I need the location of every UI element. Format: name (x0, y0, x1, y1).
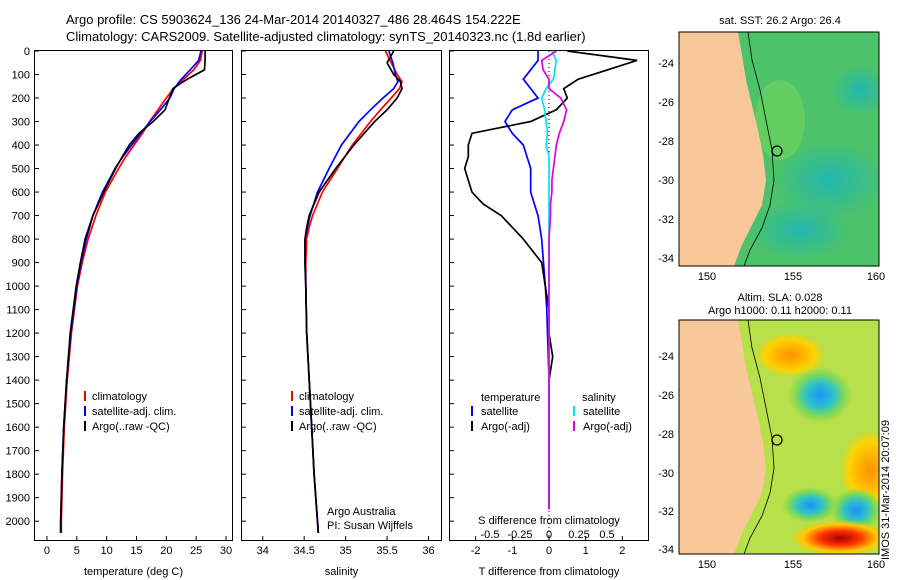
temperature-x-tick-label: 10 (101, 545, 113, 557)
depth-tick-label: 1600 (6, 422, 30, 434)
map-x-tick-label: 160 (867, 271, 885, 283)
depth-tick-label: 800 (12, 234, 30, 246)
depth-tick-label: 900 (12, 258, 30, 270)
difference-top-tick-label: 0.5 (599, 529, 614, 541)
figure-title-line1: Argo profile: CS 5903624_136 24-Mar-2014… (66, 12, 521, 27)
difference-top-axis-title: S difference from climatology (478, 515, 620, 527)
temperature-x-tick-label: 15 (130, 545, 142, 557)
difference-top-tick-label: -0.5 (481, 529, 500, 541)
map-y-tick-label: -28 (658, 429, 674, 441)
difference-x-tick-label: 2 (619, 545, 625, 557)
temperature-x-axis-title: temperature (deg C) (84, 566, 183, 578)
depth-tick-label: 1000 (6, 281, 30, 293)
sla-map (679, 320, 879, 554)
depth-tick-label: 300 (12, 117, 30, 129)
salinity-x-tick-label: 35.5 (376, 545, 397, 557)
map-y-tick-label: -30 (658, 468, 674, 480)
map-x-tick-label: 155 (784, 559, 802, 571)
salinity-annotation: PI: Susan Wijffels (327, 520, 413, 532)
land-australia-sla (679, 320, 766, 554)
difference-top-tick-label: -0.25 (507, 529, 532, 541)
depth-tick-label: 1900 (6, 493, 30, 505)
salinity-legend-label: climatology (299, 391, 355, 403)
difference-x-tick-label: -1 (507, 545, 517, 557)
imos-credit: IMOS 31-Mar-2014 20:07:09 (880, 419, 892, 560)
salinity-x-tick-label: 34 (257, 545, 269, 557)
salinity-legend-label: satellite-adj. clim. (299, 406, 383, 418)
sla-map-title-line1: Altim. SLA: 0.028 (737, 292, 823, 304)
map-x-tick-label: 150 (698, 559, 716, 571)
salinity-legend-label: Argo(..raw -QC) (299, 421, 377, 433)
land-australia-sst (679, 32, 766, 266)
map-x-tick-label: 150 (698, 271, 716, 283)
difference-top-tick-label: 0.25 (568, 529, 589, 541)
depth-tick-label: 1400 (6, 375, 30, 387)
depth-tick-label: 1100 (6, 305, 30, 317)
salinity-x-axis-title: salinity (325, 566, 359, 578)
map-y-tick-label: -26 (658, 390, 674, 402)
salinity-annotation: Argo Australia (327, 506, 396, 518)
sla-map-title-line2: Argo h1000: 0.11 h2000: 0.11 (708, 305, 852, 317)
salinity-series-line (304, 50, 403, 533)
difference-legend-header-temperature: temperature (481, 392, 540, 404)
depth-tick-label: 100 (12, 70, 30, 82)
depth-tick-label: 1700 (6, 446, 30, 458)
depth-tick-label: 500 (12, 164, 30, 176)
difference-legend-header-salinity: salinity (582, 392, 616, 404)
temperature-x-tick-label: 25 (190, 545, 202, 557)
temperature-panel (34, 50, 233, 541)
argo-float-marker-sst (771, 145, 783, 157)
salinity-x-tick-label: 34.5 (293, 545, 314, 557)
map-y-tick-label: -34 (658, 253, 674, 265)
sst-map-title: sat. SST: 26.2 Argo: 26.4 (719, 15, 841, 27)
difference-x-axis-title: T difference from climatology (479, 566, 620, 578)
map-y-tick-label: -32 (658, 506, 674, 518)
depth-tick-label: 0 (24, 46, 30, 58)
salinity-x-tick-label: 35 (340, 545, 352, 557)
difference-legend-label: Argo(-adj) (583, 421, 632, 433)
temperature-x-tick-label: 20 (160, 545, 172, 557)
map-y-tick-label: -32 (658, 214, 674, 226)
difference-legend-label: Argo(-adj) (481, 421, 530, 433)
difference-legend-label: satellite (481, 406, 518, 418)
map-y-tick-label: -28 (658, 136, 674, 148)
difference-series-line (540, 50, 568, 510)
depth-tick-label: 200 (12, 93, 30, 105)
depth-tick-label: 1300 (6, 352, 30, 364)
difference-x-tick-label: 0 (546, 545, 552, 557)
depth-tick-label: 1500 (6, 399, 30, 411)
temperature-x-tick-label: 5 (74, 545, 80, 557)
depth-tick-label: 1800 (6, 469, 30, 481)
temperature-series-line (59, 51, 206, 533)
salinity-panel (241, 50, 442, 541)
difference-x-tick-label: 1 (583, 545, 589, 557)
map-y-tick-label: -34 (658, 544, 674, 556)
temperature-x-tick-label: 30 (220, 545, 232, 557)
depth-tick-label: 600 (12, 187, 30, 199)
depth-tick-label: 1200 (6, 328, 30, 340)
map-y-tick-label: -26 (658, 97, 674, 109)
depth-tick-label: 400 (12, 140, 30, 152)
salinity-x-tick-label: 36 (422, 545, 434, 557)
difference-legend-label: satellite (583, 406, 620, 418)
temperature-x-tick-label: 0 (44, 545, 50, 557)
sst-map (679, 32, 879, 266)
map-y-tick-label: -30 (658, 175, 674, 187)
temperature-legend-label: satellite-adj. clim. (92, 406, 176, 418)
temperature-legend-label: Argo(..raw -QC) (92, 421, 170, 433)
map-x-tick-label: 160 (867, 559, 885, 571)
map-y-tick-label: -24 (658, 351, 674, 363)
argo-float-marker-sla (771, 434, 783, 446)
figure-title-line2: Climatology: CARS2009. Satellite-adjuste… (66, 29, 586, 44)
temperature-legend-label: climatology (92, 391, 148, 403)
depth-tick-label: 700 (12, 211, 30, 223)
difference-x-tick-label: -2 (471, 545, 481, 557)
map-y-tick-label: -24 (658, 58, 674, 70)
difference-top-tick-label: 0 (546, 529, 552, 541)
map-x-tick-label: 155 (784, 271, 802, 283)
depth-tick-label: 2000 (6, 516, 30, 528)
